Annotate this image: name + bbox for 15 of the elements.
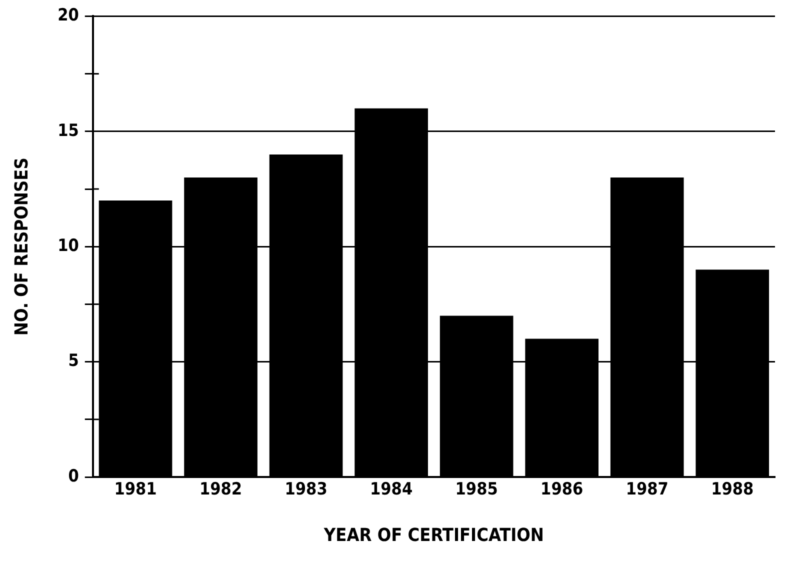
- x-tick-label: 1981: [114, 480, 157, 500]
- y-tick-label: 0: [68, 466, 79, 486]
- x-tick-label: 1986: [540, 480, 584, 500]
- x-tick-label: 1982: [199, 480, 242, 500]
- x-axis-title: YEAR OF CERTIFICATION: [322, 524, 544, 546]
- y-tick-label: 5: [68, 351, 79, 372]
- y-axis-title: NO. OF RESPONSES: [11, 158, 32, 336]
- y-tick-label: 20: [58, 6, 79, 26]
- x-tick-label: 1983: [284, 480, 328, 500]
- y-tick-label: 10: [58, 236, 79, 256]
- x-tick-label: 1988: [711, 480, 754, 500]
- x-tick-label: 1985: [455, 480, 498, 500]
- x-tick-label: 1984: [370, 480, 413, 500]
- y-tick-label: 15: [58, 120, 79, 141]
- x-tick-label: 1987: [626, 480, 668, 500]
